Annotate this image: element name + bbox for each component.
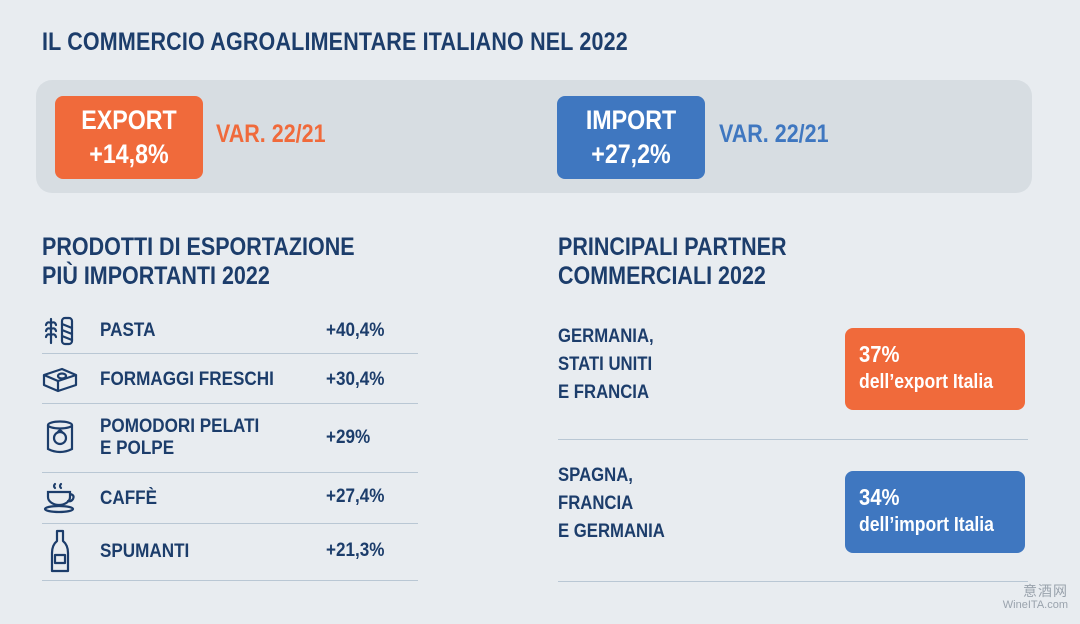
export-share-pct: 37% xyxy=(859,341,900,367)
export-value: +14,8% xyxy=(89,139,169,169)
divider xyxy=(558,581,1028,582)
product-name-line2: E POLPE xyxy=(100,438,175,459)
product-value: +21,3% xyxy=(326,540,385,561)
product-row-sparkling-wine: SPUMANTI +21,3% xyxy=(42,525,418,581)
product-name: CAFFÈ xyxy=(100,488,157,509)
page-title: IL COMMERCIO AGROALIMENTARE ITALIANO NEL… xyxy=(42,28,628,56)
divider xyxy=(558,439,1028,440)
partner-country: SPAGNA, xyxy=(558,465,633,486)
product-row-coffee: CAFFÈ +27,4% xyxy=(42,474,418,524)
watermark: 意酒网 WineITA.com xyxy=(1003,584,1068,612)
wheat-icon xyxy=(44,316,74,346)
product-name: FORMAGGI FRESCHI xyxy=(100,369,274,390)
watermark-cn: 意酒网 xyxy=(1023,583,1068,599)
product-name: POMODORI PELATI E POLPE xyxy=(100,416,259,460)
watermark-en: WineITA.com xyxy=(1002,599,1068,611)
tomato-can-icon xyxy=(46,420,74,454)
export-var-label: VAR. 22/21 xyxy=(216,120,326,148)
import-var-label: VAR. 22/21 xyxy=(719,120,829,148)
partner-country: GERMANIA, xyxy=(558,326,654,347)
product-name: PASTA xyxy=(100,320,156,341)
product-row-pasta: PASTA +40,4% xyxy=(42,308,418,354)
import-partners-list: SPAGNA, FRANCIA E GERMANIA xyxy=(558,462,665,546)
import-share-card: 34% dell’import Italia xyxy=(845,471,1025,553)
export-label: EXPORT xyxy=(81,105,177,135)
product-value: +27,4% xyxy=(326,486,385,507)
export-partners-list: GERMANIA, STATI UNITI E FRANCIA xyxy=(558,323,654,407)
product-row-cheese: FORMAGGI FRESCHI +30,4% xyxy=(42,355,418,404)
product-value: +29% xyxy=(326,427,371,448)
product-row-tomatoes: POMODORI PELATI E POLPE +29% xyxy=(42,405,418,473)
import-share-pct: 34% xyxy=(859,484,900,510)
export-share-card: 37% dell’export Italia xyxy=(845,328,1025,410)
import-badge: IMPORT +27,2% xyxy=(557,96,705,179)
products-heading-line2: PIÙ IMPORTANTI 2022 xyxy=(42,262,270,290)
partners-heading: PRINCIPALI PARTNER COMMERCIALI 2022 xyxy=(558,233,787,291)
product-name: SPUMANTI xyxy=(100,541,190,562)
products-heading: PRODOTTI DI ESPORTAZIONE PIÙ IMPORTANTI … xyxy=(42,233,355,291)
partner-country: E FRANCIA xyxy=(558,382,650,403)
export-badge: EXPORT +14,8% xyxy=(55,96,203,179)
partner-country: FRANCIA xyxy=(558,493,634,514)
products-heading-line1: PRODOTTI DI ESPORTAZIONE xyxy=(42,233,355,261)
partner-country: STATI UNITI xyxy=(558,354,653,375)
partners-heading-line1: PRINCIPALI PARTNER xyxy=(558,233,787,261)
partners-heading-line2: COMMERCIALI 2022 xyxy=(558,262,766,290)
export-share-desc: dell’export Italia xyxy=(859,371,993,393)
product-value: +30,4% xyxy=(326,369,385,390)
cheese-icon xyxy=(42,367,78,393)
import-value: +27,2% xyxy=(591,139,671,169)
import-share-desc: dell’import Italia xyxy=(859,514,994,536)
coffee-cup-icon xyxy=(43,482,75,514)
product-name-line1: POMODORI PELATI xyxy=(100,416,260,437)
sparkling-wine-bottle-icon xyxy=(50,529,70,573)
import-label: IMPORT xyxy=(585,105,677,135)
partner-country: E GERMANIA xyxy=(558,521,665,542)
product-value: +40,4% xyxy=(326,320,385,341)
